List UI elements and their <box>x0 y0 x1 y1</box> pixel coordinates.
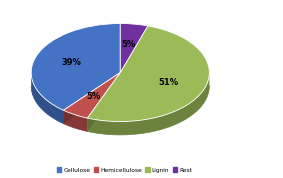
Text: 39%: 39% <box>62 58 82 67</box>
Polygon shape <box>63 110 87 132</box>
Polygon shape <box>63 72 120 124</box>
Polygon shape <box>87 72 120 132</box>
Text: 5%: 5% <box>121 40 136 49</box>
Polygon shape <box>87 73 209 135</box>
Polygon shape <box>31 73 64 124</box>
Text: 5%: 5% <box>87 93 101 101</box>
Wedge shape <box>87 26 209 122</box>
Wedge shape <box>31 23 120 110</box>
Text: 51%: 51% <box>159 78 179 87</box>
Polygon shape <box>63 72 120 124</box>
Wedge shape <box>120 23 148 72</box>
Legend: Cellulose, Hemicellulose, Lignin, Rest: Cellulose, Hemicellulose, Lignin, Rest <box>55 165 194 175</box>
Wedge shape <box>63 72 120 118</box>
Polygon shape <box>87 72 120 132</box>
